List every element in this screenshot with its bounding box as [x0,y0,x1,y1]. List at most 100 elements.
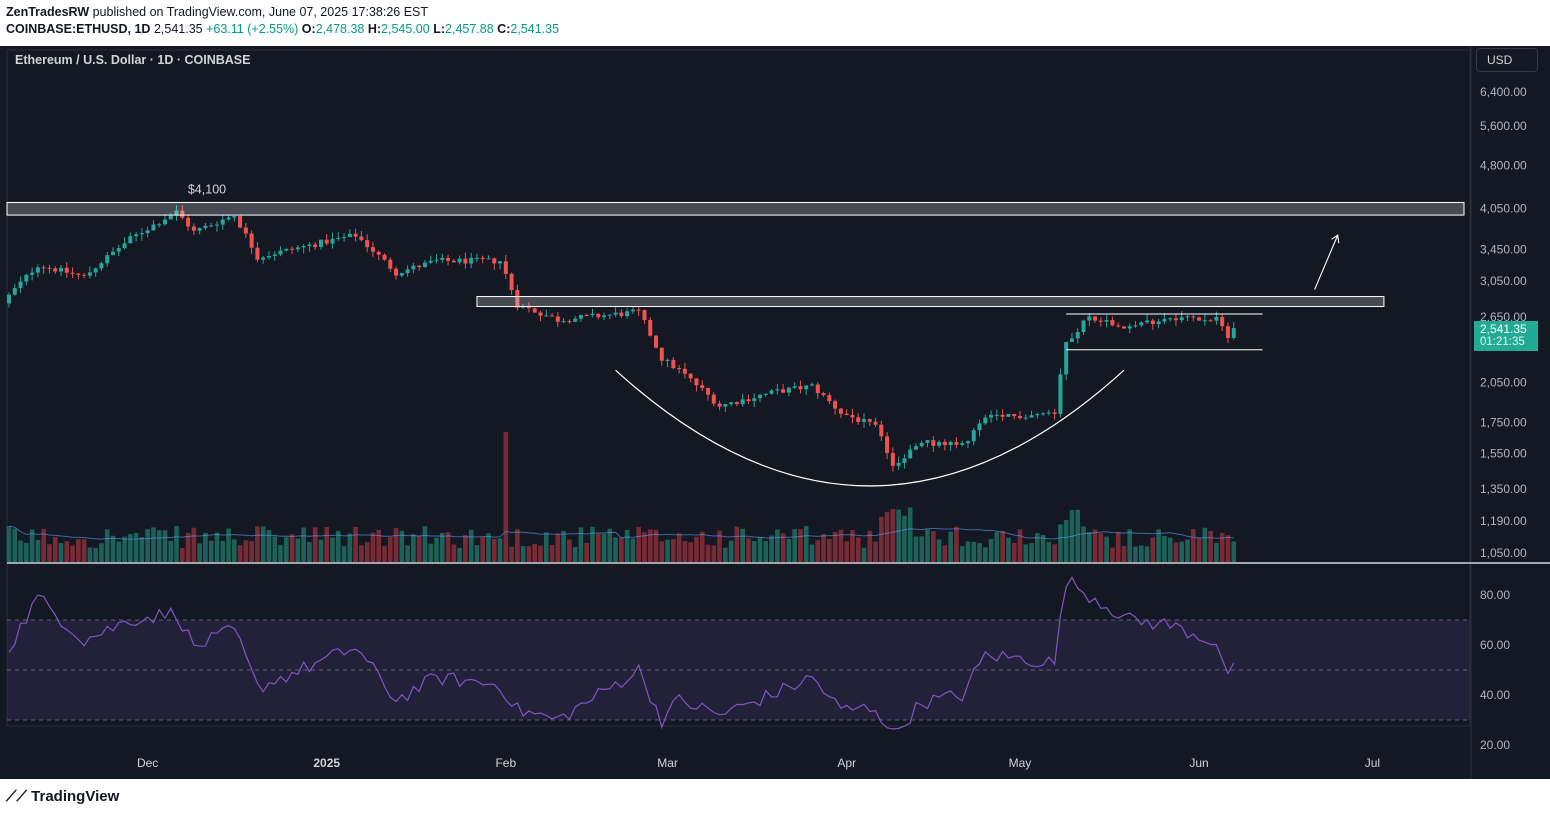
volume-bar [1092,529,1098,562]
volume-bar [1214,542,1219,562]
volume-bar [1006,537,1011,562]
author-name[interactable]: ZenTradesRW [6,5,90,19]
candle-body [798,386,803,390]
footer-bar: ⟋⟋ TradingView [0,779,1550,815]
volume-bar [711,545,717,562]
candle-body [590,313,595,316]
candle-body [1208,320,1213,322]
price-tick-label: 2,050.00 [1480,375,1527,389]
candle-body [567,321,572,323]
volume-bar [174,526,179,562]
volume-bar [203,532,208,562]
volume-bar [671,539,676,562]
volume-bar [607,528,613,562]
candle-body [382,254,387,260]
candle-body [625,311,630,317]
candle-body [804,385,809,390]
volume-bar [803,526,809,562]
volume-bar [353,527,358,562]
candle-body [636,309,641,311]
volume-bar [457,547,462,562]
resistance-zone [6,201,1465,216]
candle-body [1035,414,1040,416]
candle-body [1116,325,1121,327]
volume-bar [370,532,376,562]
candle-body [272,254,277,257]
volume-bar [913,536,919,562]
volume-bar [613,537,618,562]
volume-bar [838,529,844,562]
candle-body [688,373,693,379]
price-chart[interactable]: $4,100 6,400.00 5,600.00 4,800.00 4,050.00 3… [0,46,1550,779]
currency-button[interactable]: USD [1476,48,1538,72]
last-price-tag: 2,541.35 01:21:35 [1474,321,1538,351]
volume-bar [491,539,497,562]
candle-body [648,320,653,336]
candle-body [896,462,901,466]
candle-body [370,247,375,252]
candle-body [769,390,774,394]
price-tick-label: 2,650.00 [1480,310,1527,324]
candle-body [1058,374,1063,415]
volume-bar [330,537,335,562]
volume-bar [1127,529,1133,562]
candle-body [174,210,179,216]
volume-bar [780,533,786,562]
volume-bar [497,538,503,562]
candle-body [330,238,335,244]
candle-body [509,273,514,291]
volume-bar [255,526,260,562]
bar-countdown: 01:21:35 [1480,336,1525,348]
close-label: C: [497,22,511,36]
volume-bar [728,540,734,562]
price-tick-label: 3,450.00 [1480,243,1527,257]
candle-body [815,384,820,394]
candle-body [1185,316,1190,318]
volume-bar [214,532,220,562]
volume-bar [29,529,35,562]
candle-body [41,267,46,269]
candle-body [677,368,682,370]
candle-body [746,399,751,402]
volume-bar [364,542,370,562]
volume-bar [1167,537,1173,562]
time-tick-label: 2025 [313,756,340,770]
volume-bar [936,539,942,562]
volume-bar [64,541,70,562]
volume-bar [682,541,688,562]
candle-body [99,263,104,269]
candle-body [682,368,687,374]
volume-bar [278,545,283,562]
volume-bar [1115,531,1121,562]
candle-body [902,458,907,463]
volume-bar [6,526,12,562]
volume-bar [359,545,364,562]
volume-bar [70,545,75,562]
candle-body [694,378,699,386]
tradingview-logo[interactable]: ⟋⟋ TradingView [6,788,119,805]
candle-body [1046,412,1051,414]
candle-body [526,305,531,309]
candle-body [1173,318,1178,321]
candle-body [960,443,965,445]
candle-body [295,247,300,250]
volume-bar [1219,532,1225,562]
volume-ma-line [8,525,1234,540]
candle-body [602,315,607,318]
candle-body [145,230,150,234]
volume-bar [1231,541,1237,562]
candle-body [105,255,110,264]
volume-bar [740,528,745,562]
high-value: 2,545.00 [381,22,430,36]
candle-body [1145,320,1150,323]
volume-bar [861,547,867,562]
candle-body [480,257,485,260]
ohlc-line: COINBASE:ETHUSD, 1D 2,541.35 +63.11 (+2.… [6,22,559,36]
open-label: O: [301,22,316,36]
candle-body [342,237,347,239]
candle-body [64,267,69,273]
volume-bar [1046,541,1052,562]
candle-body [671,359,676,369]
candle-body [948,441,953,446]
candle-body [1041,413,1046,415]
